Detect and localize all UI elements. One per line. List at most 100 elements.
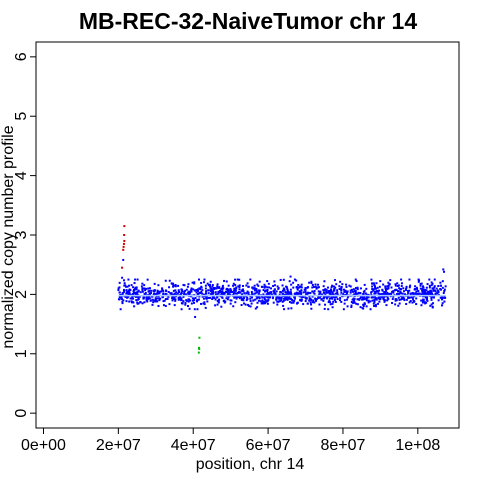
data-point-normal xyxy=(120,295,123,298)
data-point-normal xyxy=(230,290,233,293)
data-point-normal xyxy=(379,280,382,283)
data-point-normal xyxy=(191,281,194,284)
data-point-normal xyxy=(387,281,390,284)
data-point-normal xyxy=(351,288,354,291)
data-point-normal xyxy=(432,289,435,292)
data-point-normal xyxy=(216,303,219,306)
data-point-normal xyxy=(263,290,266,293)
data-point-normal xyxy=(339,297,342,300)
data-point-normal xyxy=(193,301,196,304)
data-point-normal xyxy=(367,296,370,299)
data-point-normal xyxy=(226,291,229,294)
data-point-normal xyxy=(355,280,358,283)
y-tick-label: 5 xyxy=(13,112,30,121)
data-point-normal xyxy=(372,282,375,285)
y-tick-label: 3 xyxy=(13,230,30,239)
data-point-normal xyxy=(374,286,377,289)
data-point-normal xyxy=(378,296,381,299)
data-point-normal xyxy=(220,287,223,290)
data-point-normal xyxy=(296,288,299,291)
data-point-normal xyxy=(256,306,259,309)
data-point-normal xyxy=(145,296,148,299)
data-point-normal xyxy=(225,288,228,291)
y-tick-label: 0 xyxy=(13,409,30,418)
data-point-normal xyxy=(135,286,138,289)
data-point-normal xyxy=(400,278,403,281)
data-point-normal xyxy=(267,296,270,299)
data-point-normal xyxy=(194,315,197,318)
data-point-normal xyxy=(147,290,150,293)
data-point-normal xyxy=(121,302,124,305)
data-point-normal xyxy=(178,297,181,300)
data-point-normal xyxy=(295,291,298,294)
data-point-normal xyxy=(240,304,243,307)
data-point-normal xyxy=(267,293,270,296)
data-point-normal xyxy=(393,289,396,292)
data-point-normal xyxy=(214,293,217,296)
x-tick-label: 1e+08 xyxy=(395,437,440,454)
data-point-normal xyxy=(289,298,292,301)
data-point-normal xyxy=(373,295,376,298)
data-point-normal xyxy=(345,285,348,288)
data-point-normal xyxy=(251,296,254,299)
data-point-normal xyxy=(331,284,334,287)
data-point-normal xyxy=(249,297,252,300)
data-point-normal xyxy=(217,298,220,301)
y-axis-label: normalized copy number profile xyxy=(0,125,17,348)
data-point-normal xyxy=(311,286,314,289)
data-point-normal xyxy=(181,302,184,305)
data-point-normal xyxy=(221,292,224,295)
data-point-normal xyxy=(322,297,325,300)
data-point-normal xyxy=(185,299,188,302)
data-point-normal xyxy=(136,302,139,305)
data-point-normal xyxy=(403,297,406,300)
data-point-normal xyxy=(421,301,424,304)
data-point-normal xyxy=(237,296,240,299)
data-point-normal xyxy=(373,292,376,295)
data-point-normal xyxy=(275,298,278,301)
data-point-normal xyxy=(273,288,276,291)
data-point-normal xyxy=(153,289,156,292)
data-point-normal xyxy=(281,289,284,292)
data-point-normal xyxy=(408,286,411,289)
data-point-normal xyxy=(122,299,125,302)
data-point-normal xyxy=(429,304,432,307)
data-point-normal xyxy=(352,297,355,300)
data-point-normal xyxy=(325,288,328,291)
data-point-normal xyxy=(439,288,442,291)
data-point-normal xyxy=(405,298,408,301)
data-point-normal xyxy=(233,295,236,298)
data-point-normal xyxy=(308,297,311,300)
data-point-normal xyxy=(334,286,337,289)
data-point-normal xyxy=(238,286,241,289)
data-point-normal xyxy=(385,290,388,293)
data-point-normal xyxy=(209,289,212,292)
data-point-normal xyxy=(356,286,359,289)
data-point-normal xyxy=(407,291,410,294)
data-point-normal xyxy=(220,295,223,298)
data-point-normal xyxy=(409,299,412,302)
data-point-normal xyxy=(441,296,444,299)
data-point-normal xyxy=(314,298,317,301)
data-point-normal xyxy=(309,301,312,304)
data-point-normal xyxy=(162,295,165,298)
data-point-normal xyxy=(205,290,208,293)
data-point-normal xyxy=(336,293,339,296)
data-point-normal xyxy=(208,283,211,286)
data-point-normal xyxy=(156,300,159,303)
data-point-normal xyxy=(350,306,353,309)
data-point-normal xyxy=(443,288,446,291)
data-point-normal xyxy=(425,286,428,289)
data-point-normal xyxy=(234,292,237,295)
data-point-gain xyxy=(123,234,126,236)
data-point-normal xyxy=(164,298,167,301)
data-point-normal xyxy=(353,300,356,303)
data-point-gain xyxy=(122,242,125,245)
data-point-normal xyxy=(118,291,121,294)
data-point-normal xyxy=(147,297,150,300)
data-point-normal xyxy=(198,295,201,298)
data-point-normal xyxy=(356,303,359,306)
data-point-normal xyxy=(303,288,306,291)
data-point-normal xyxy=(136,298,139,301)
data-point-normal xyxy=(235,292,238,295)
